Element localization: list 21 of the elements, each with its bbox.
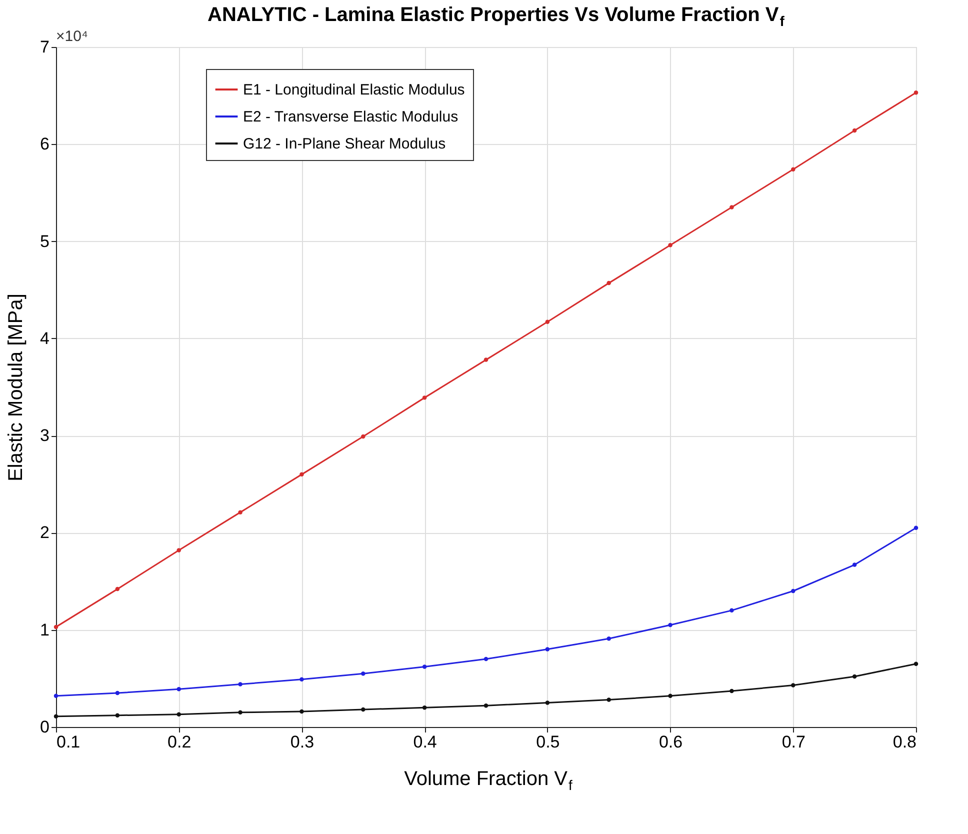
- x-tick-label: 0.4: [413, 732, 437, 752]
- x-tick-label: 0.8: [892, 732, 916, 752]
- y-axis-title: Elastic Modula [MPa]: [5, 294, 28, 482]
- y-tick-label: 5: [40, 232, 50, 251]
- legend-label: G12 - In-Plane Shear Modulus: [243, 136, 446, 152]
- y-tick-label: 4: [40, 328, 50, 348]
- y-tick-label: 3: [40, 426, 50, 446]
- x-tick-label: 0.7: [782, 732, 806, 752]
- text: ×10⁴: [56, 28, 88, 45]
- y-tick-label: 1: [40, 620, 50, 640]
- y-tick-label: 2: [40, 523, 50, 542]
- y-tick-label: 0: [40, 718, 50, 736]
- x-tick-label: 0.3: [290, 732, 314, 752]
- x-tick-label: 0.6: [658, 732, 683, 752]
- y-tick-label: 7: [40, 38, 50, 56]
- x-tick-label: 0.2: [168, 732, 192, 752]
- x-tick-label: 0.1: [56, 732, 80, 752]
- legend-label: E2 - Transverse Elastic Modulus: [243, 108, 458, 126]
- y-tick-label: 6: [40, 134, 50, 154]
- x-tick-label: 0.5: [536, 732, 560, 752]
- legend-label: E1 - Longitudinal Elastic Modulus: [243, 82, 465, 98]
